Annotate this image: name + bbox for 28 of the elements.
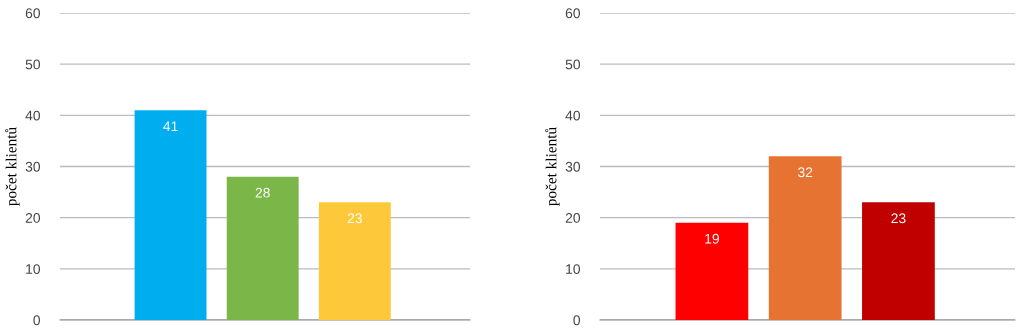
y-tick-label: 20 (565, 213, 581, 223)
y-tick-label: 0 (33, 315, 41, 326)
bar (226, 176, 299, 320)
y-axis-title: počet klientů (5, 127, 20, 206)
y-tick-label: 40 (25, 110, 41, 121)
y-tick-label: 10 (26, 264, 41, 274)
y-tick-label: 50 (25, 59, 41, 70)
y-tick-label: 60 (565, 8, 581, 19)
y-tick-label: 10 (566, 264, 581, 274)
y-tick-label: 50 (565, 59, 581, 70)
y-tick-label: 60 (25, 8, 41, 19)
bar (862, 202, 935, 320)
data-label: 23 (347, 213, 362, 224)
data-label: 19 (705, 233, 719, 244)
y-axis-title: počet klientů (545, 127, 560, 206)
data-label: 32 (797, 167, 813, 178)
bar (675, 222, 749, 320)
bar (768, 156, 842, 320)
y-tick-label: 30 (25, 161, 41, 172)
y-tick-label: 0 (573, 315, 581, 326)
data-label: 28 (255, 187, 270, 198)
y-tick-label: 30 (565, 161, 581, 172)
y-tick-label: 40 (565, 110, 581, 121)
data-label: 23 (891, 213, 906, 224)
bar (318, 202, 391, 320)
y-tick-label: 20 (25, 213, 41, 223)
data-label: 41 (163, 121, 178, 131)
bar (134, 110, 207, 320)
